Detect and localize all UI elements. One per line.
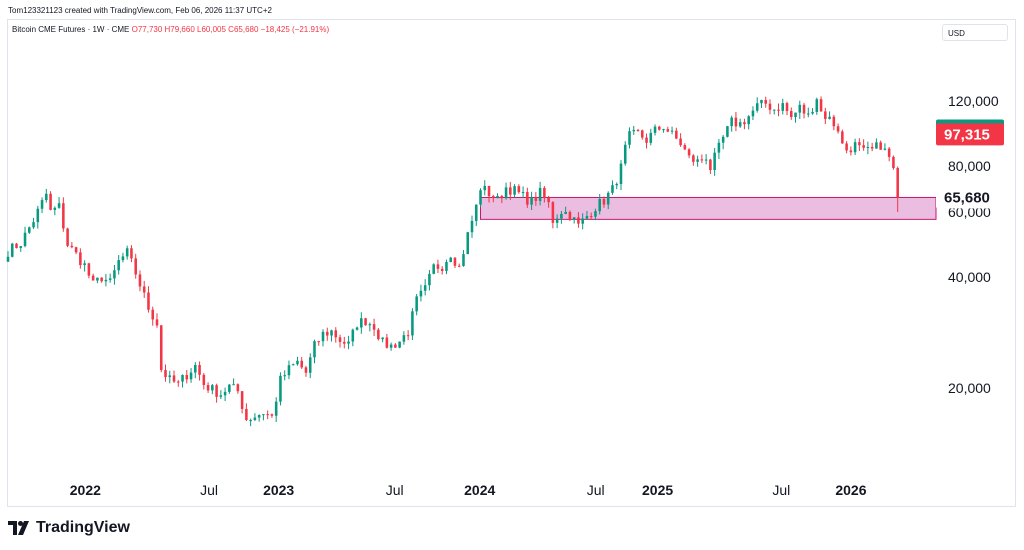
currency-button[interactable]: USD — [942, 24, 1008, 41]
symbol-legend: Bitcoin CME Futures · 1W · CME O77,730 H… — [12, 25, 329, 34]
tradingview-logo[interactable]: TradingView — [8, 519, 130, 537]
symbol-name: Bitcoin CME Futures · 1W · CME — [12, 25, 130, 34]
ohlc-high: H79,660 — [164, 25, 195, 34]
ohlc-change: −18,425 (−21.91%) — [260, 25, 330, 34]
attribution-text: Tom123321123 created with TradingView.co… — [8, 6, 272, 15]
chart-frame[interactable] — [7, 19, 1016, 507]
ohlc-open: O77,730 — [131, 25, 163, 34]
tradingview-brand-text: TradingView — [36, 519, 130, 536]
ohlc-close: C65,680 — [228, 25, 259, 34]
tradingview-logo-icon — [8, 521, 32, 535]
ohlc-low: L60,005 — [197, 25, 226, 34]
